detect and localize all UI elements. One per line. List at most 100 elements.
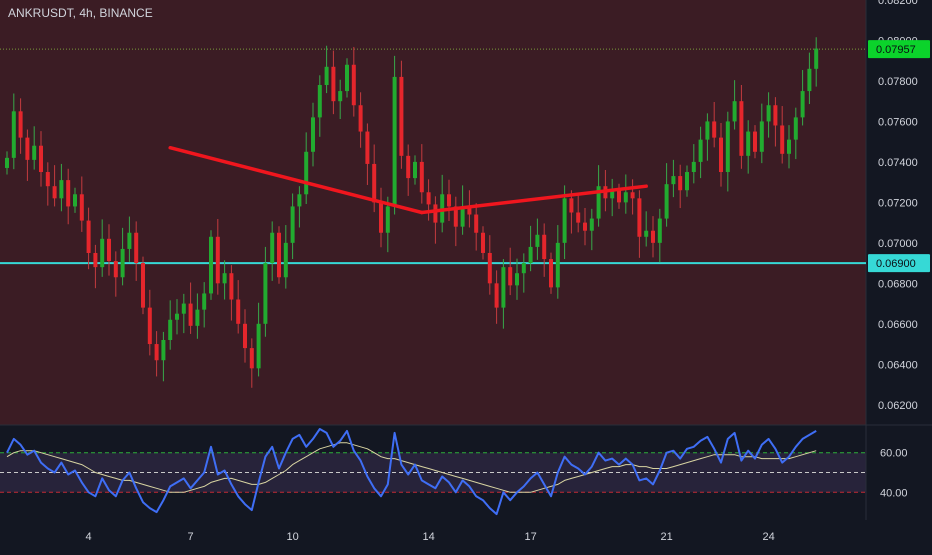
candle-body — [73, 194, 77, 207]
candle-body — [93, 252, 98, 268]
candle-body — [807, 68, 812, 92]
price-axis-tick: 0.07000 — [878, 238, 918, 250]
support-price-label: 0.06900 — [876, 258, 916, 270]
price-axis-tick: 0.08200 — [878, 0, 918, 7]
candle-body — [345, 64, 349, 92]
candle-body — [589, 218, 594, 231]
candle-body — [419, 161, 424, 193]
trendline-left-descending[interactable] — [168, 145, 424, 215]
candle-body — [583, 222, 587, 231]
candle-body — [66, 180, 71, 207]
candle-body — [399, 76, 404, 156]
candle-body — [753, 131, 757, 152]
candle-body — [549, 259, 553, 288]
candle-body — [195, 309, 200, 326]
time-axis-tick: 24 — [762, 531, 774, 543]
candle-body — [147, 307, 152, 345]
candle-body — [229, 273, 234, 300]
time-axis-tick: 21 — [660, 531, 672, 543]
price-axis-tick: 0.07800 — [878, 76, 918, 88]
candle-body — [270, 232, 275, 264]
candle-body — [113, 261, 118, 278]
candle-body — [25, 137, 30, 160]
candle-body — [447, 194, 451, 207]
candle-body — [426, 192, 431, 205]
candle-body — [52, 186, 57, 199]
candle-body — [59, 180, 64, 199]
candle-body — [542, 234, 547, 260]
candle-body — [236, 299, 241, 324]
candle-body — [678, 176, 683, 191]
candle-body — [460, 206, 465, 227]
candle-body — [209, 236, 213, 294]
time-axis-tick: 4 — [86, 531, 92, 543]
candle-body — [406, 155, 411, 179]
candle-body — [793, 117, 798, 140]
candle-body — [161, 340, 166, 361]
candle-body — [413, 161, 417, 179]
rsi-axis-tick: 60.00 — [880, 448, 908, 460]
candle-body — [181, 303, 186, 314]
candle-body — [657, 218, 662, 243]
candle-body — [168, 319, 173, 340]
candle-body — [32, 145, 37, 160]
rsi-line — [6, 428, 817, 516]
candle-body — [705, 121, 710, 140]
candle-body — [79, 194, 84, 221]
candle-body — [263, 263, 268, 324]
candle-body — [814, 48, 819, 69]
candle-body — [759, 121, 764, 152]
candle-body — [644, 230, 649, 237]
candle-body — [467, 206, 472, 215]
price-axis-tick: 0.06400 — [878, 359, 918, 371]
candle-body — [562, 198, 567, 243]
candle-body — [351, 64, 356, 106]
price-axis-tick: 0.07400 — [878, 157, 918, 169]
candle-body — [725, 121, 730, 173]
candle-body — [107, 238, 111, 262]
candle-body — [535, 234, 540, 247]
candle-body — [222, 273, 227, 284]
candle-body — [698, 139, 703, 162]
current-price-label: 0.07957 — [876, 44, 916, 56]
candle-body — [338, 91, 343, 102]
candle-body — [481, 232, 485, 253]
candle-body — [317, 85, 322, 118]
price-axis-tick: 0.07200 — [878, 197, 918, 209]
time-axis-tick: 17 — [524, 531, 536, 543]
candle-body — [685, 172, 689, 191]
candle-body — [719, 137, 723, 173]
candle-body — [249, 348, 254, 369]
candle-body — [277, 232, 281, 278]
candle-body — [5, 157, 9, 168]
candle-body — [154, 344, 159, 361]
candle-body — [379, 202, 383, 233]
candle-body — [39, 145, 43, 173]
candle-body — [18, 111, 23, 138]
candle-body — [691, 161, 696, 173]
candle-body — [283, 242, 288, 278]
candle-body — [787, 139, 791, 154]
candle-body — [358, 105, 363, 132]
candle-body — [501, 267, 506, 308]
candle-body — [773, 105, 778, 126]
candle-body — [766, 105, 771, 122]
candle-body — [243, 323, 247, 349]
price-axis-tick: 0.06200 — [878, 400, 918, 412]
candle-body — [365, 131, 370, 164]
candle-body — [324, 66, 329, 85]
symbol-title: ANKRUSDT, 4h, BINANCE — [8, 6, 153, 20]
candle-body — [331, 66, 336, 102]
candle-body — [256, 323, 261, 369]
trendline-right-ascending[interactable] — [420, 184, 648, 215]
candle-body — [311, 117, 315, 152]
candle-body — [474, 214, 479, 233]
candle-body — [637, 198, 642, 237]
candle-body — [215, 236, 220, 284]
candle-body — [610, 190, 615, 199]
candle-body — [297, 194, 302, 207]
candle-body — [528, 246, 533, 264]
candle-body — [664, 184, 669, 219]
